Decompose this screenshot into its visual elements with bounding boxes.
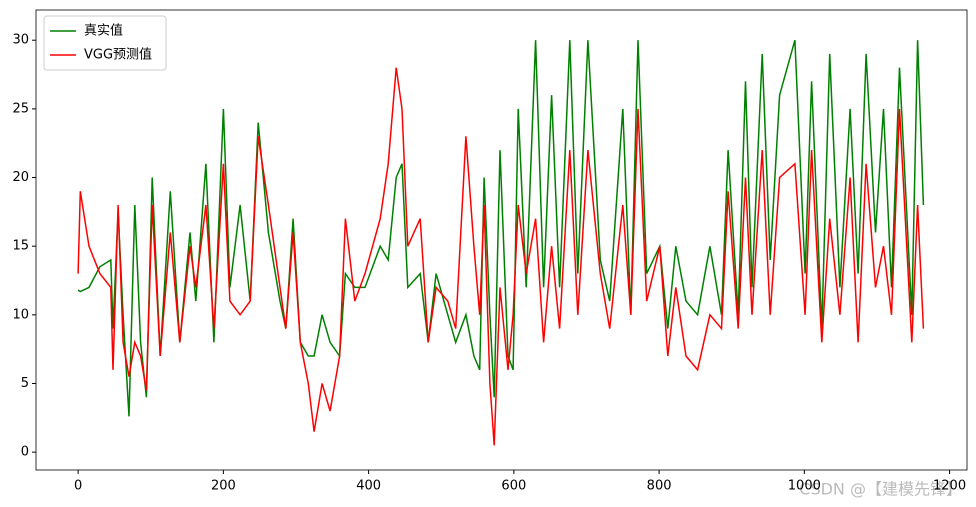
series-line xyxy=(77,67,925,446)
legend-label: 真实值 xyxy=(84,23,123,39)
x-tick-label: 200 xyxy=(211,479,236,494)
plot-frame xyxy=(35,9,968,471)
y-tick-label: 5 xyxy=(21,376,29,391)
x-tick-label: 0 xyxy=(74,479,82,494)
legend-label: VGG预测值 xyxy=(84,47,152,63)
legend-box xyxy=(43,15,167,71)
x-tick-label: 600 xyxy=(501,479,526,494)
x-tick-label: 1200 xyxy=(933,479,966,494)
x-tick-label: 1000 xyxy=(788,479,821,494)
y-tick-label: 25 xyxy=(12,101,29,116)
y-tick-label: 0 xyxy=(21,445,29,460)
y-tick-label: 30 xyxy=(12,33,29,48)
x-tick-label: 800 xyxy=(647,479,672,494)
y-tick-label: 10 xyxy=(12,307,29,322)
watermark: CSDN @【建模先锋】 xyxy=(799,480,962,499)
x-tick-label: 400 xyxy=(356,479,381,494)
y-tick-label: 20 xyxy=(12,170,29,185)
series-line xyxy=(77,39,925,417)
y-tick-label: 15 xyxy=(12,239,29,254)
